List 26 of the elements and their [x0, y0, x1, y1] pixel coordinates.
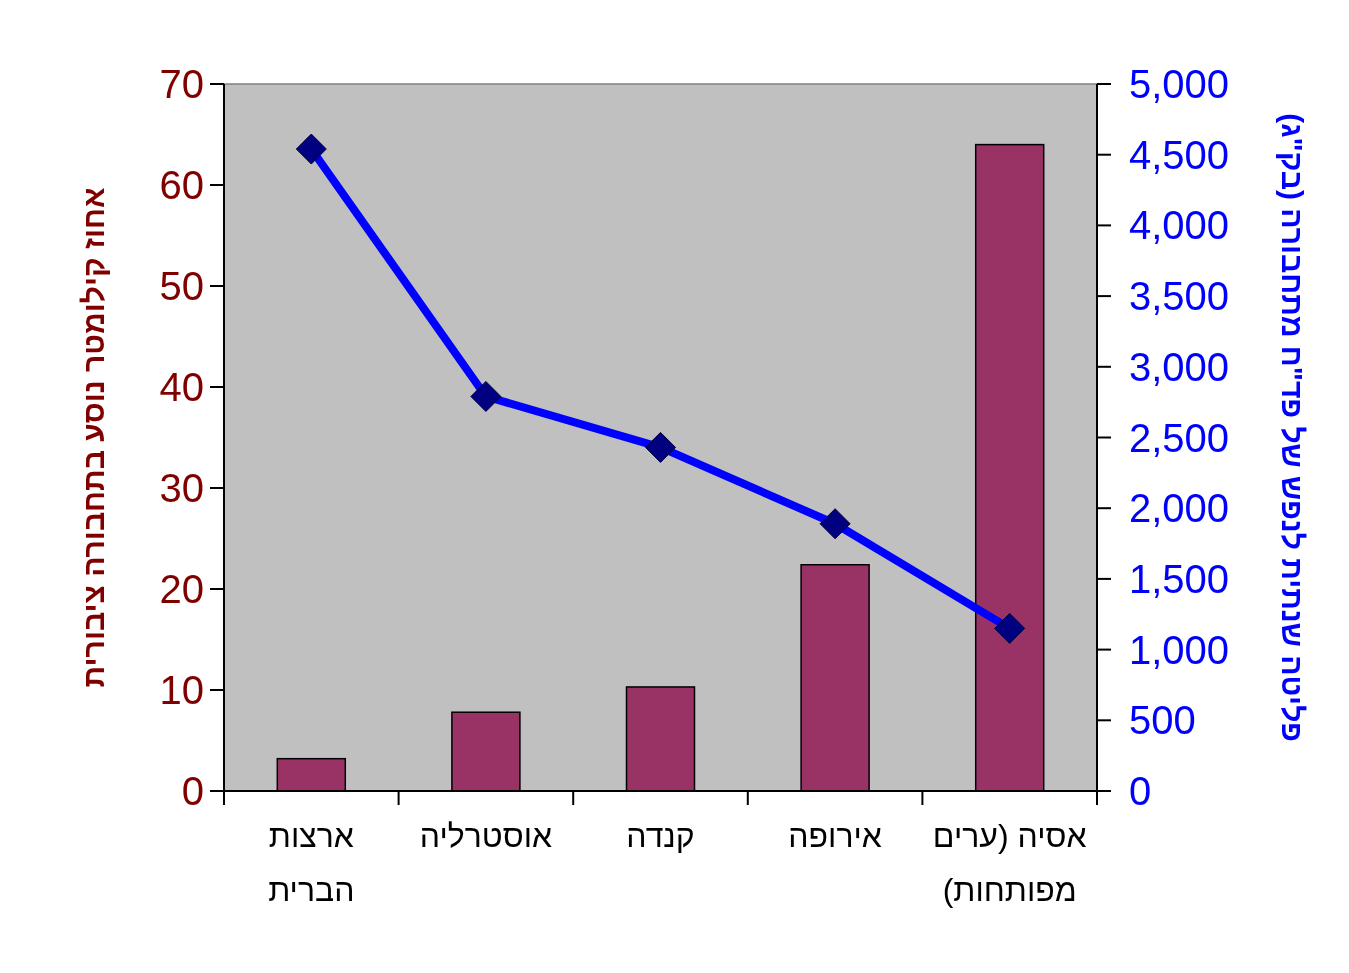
y2-tick-label: 1,500	[1129, 556, 1230, 601]
y-tick-label: 10	[159, 668, 204, 712]
y2-tick-label: 0	[1129, 769, 1152, 813]
y-tick-label: 40	[159, 365, 204, 409]
x-tick-label: אוסטרליה	[418, 817, 554, 856]
y-tick-label: 50	[159, 264, 204, 308]
y2-tick-label: 2,500	[1129, 415, 1230, 460]
y-tick-label: 20	[159, 567, 204, 611]
y-tick-label: 70	[159, 62, 204, 106]
x-tick-label: קנדה	[625, 817, 696, 856]
y2-axis-title: פליטה שנתית לנפש של פד"ח מתחבורה (בק"ג)	[1276, 113, 1309, 742]
y2-tick-label: 4,000	[1129, 203, 1230, 248]
x-tick-label: אסיה (ערים מפותחות)	[931, 817, 1088, 910]
y2-tick-label: 500	[1129, 698, 1196, 743]
y2-tick-label: 1,000	[1129, 627, 1230, 672]
x-tick-label: ארצות הברית	[267, 817, 356, 910]
y-tick-label: 0	[181, 769, 204, 813]
y2-tick-label: 5,000	[1129, 62, 1230, 106]
x-tick-label: אירופה	[787, 817, 883, 856]
y2-tick-label: 2,000	[1129, 486, 1230, 531]
y2-tick-label: 4,500	[1129, 132, 1230, 177]
y2-tick-label: 3,500	[1129, 274, 1230, 319]
y-tick-label: 30	[159, 466, 204, 510]
y-axis-title: אחוז קילומטר נוסע בתחבורה ציבורית	[77, 187, 110, 688]
y2-tick-label: 3,000	[1129, 344, 1230, 389]
y-tick-label: 60	[159, 163, 204, 207]
